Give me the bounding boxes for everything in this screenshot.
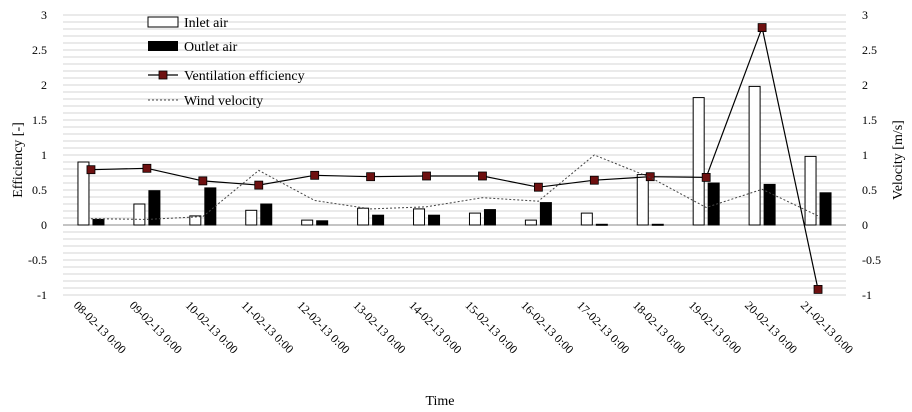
ventilation-efficiency-marker: [367, 173, 375, 181]
outlet-air-bar: [484, 210, 495, 225]
y2-tick-label: 1.5: [862, 113, 877, 127]
y2-axis-title: Velocity [m/s]: [891, 120, 906, 200]
x-tick-label: 17-02-13 0:00: [574, 298, 632, 356]
gridlines: [63, 15, 846, 295]
legend-efficiency-marker: [159, 71, 167, 79]
outlet-air-bar: [317, 221, 328, 225]
x-tick-label: 20-02-13 0:00: [742, 298, 800, 356]
y2-tick-label: 1: [862, 148, 868, 162]
outlet-air-bar: [429, 215, 440, 225]
inlet-air-bar: [525, 220, 536, 225]
outlet-air-bar: [373, 215, 384, 225]
outlet-air-bar: [540, 203, 551, 225]
ventilation-efficiency-marker: [143, 164, 151, 172]
y2-tick-label: 2: [862, 78, 868, 92]
y-axis-ticks: -1 -0.5 0 0.5 1 1.5 2 2.5 3: [28, 8, 47, 302]
y-tick-label: 2.5: [32, 43, 47, 57]
ventilation-efficiency-marker: [646, 173, 654, 181]
inlet-air-bar: [414, 209, 425, 225]
y2-tick-label: 0: [862, 218, 868, 232]
outlet-air-bar: [652, 224, 663, 225]
x-tick-label: 14-02-13 0:00: [406, 298, 464, 356]
legend-outlet-label: Outlet air: [184, 40, 238, 55]
outlet-air-bar: [596, 224, 607, 225]
y-tick-label: 2: [41, 78, 47, 92]
x-tick-label: 19-02-13 0:00: [686, 298, 744, 356]
inlet-air-bar: [581, 213, 592, 225]
outlet-air-bar: [261, 204, 272, 225]
legend-inlet-swatch: [148, 17, 178, 27]
ventilation-efficiency-marker: [590, 176, 598, 184]
outlet-air-bar: [149, 191, 160, 225]
ventilation-efficiency-marker: [478, 172, 486, 180]
x-tick-label: 10-02-13 0:00: [183, 298, 241, 356]
inlet-air-bar: [246, 210, 257, 225]
x-tick-label: 08-02-13 0:00: [71, 298, 129, 356]
y-tick-label: -0.5: [28, 253, 47, 267]
ventilation-efficiency-marker: [423, 172, 431, 180]
y2-tick-label: -1: [862, 288, 872, 302]
ventilation-efficiency-marker: [199, 177, 207, 185]
x-axis-title: Time: [425, 394, 454, 409]
outlet-air-bar: [93, 219, 104, 225]
y2-tick-label: 2.5: [862, 43, 877, 57]
x-tick-label: 11-02-13 0:00: [239, 298, 297, 356]
x-tick-label: 09-02-13 0:00: [127, 298, 185, 356]
ventilation-efficiency-line: [91, 28, 818, 290]
legend-efficiency-label: Ventilation efficiency: [184, 69, 305, 84]
ventilation-efficiency-marker: [702, 173, 710, 181]
ventilation-efficiency-marker: [255, 181, 263, 189]
y2-axis-ticks: -1 -0.5 0 0.5 1 1.5 2 2.5 3: [862, 8, 881, 302]
legend: Inlet air Outlet air Ventilation efficie…: [148, 16, 305, 109]
y-tick-label: 1: [41, 148, 47, 162]
y2-tick-label: 3: [862, 8, 868, 22]
ventilation-efficiency-marker: [814, 285, 822, 293]
x-tick-label: 21-02-13 0:00: [798, 298, 856, 356]
outlet-air-bar: [820, 193, 831, 225]
ventilation-efficiency-marker: [311, 171, 319, 179]
legend-wind-label: Wind velocity: [184, 94, 263, 109]
y-tick-label: 3: [41, 8, 47, 22]
inlet-air-bar: [358, 208, 369, 225]
inlet-air-bar: [805, 156, 816, 225]
y-tick-label: 0.5: [32, 183, 47, 197]
x-tick-label: 16-02-13 0:00: [518, 298, 576, 356]
x-tick-label: 18-02-13 0:00: [630, 298, 688, 356]
ventilation-efficiency-marker: [534, 183, 542, 191]
inlet-air-bar: [637, 175, 648, 225]
legend-outlet-swatch: [148, 41, 178, 51]
x-tick-label: 15-02-13 0:00: [462, 298, 520, 356]
outlet-air-bar: [205, 188, 216, 225]
inlet-air-bar: [302, 220, 313, 225]
inlet-air-bar: [469, 213, 480, 225]
y2-tick-label: -0.5: [862, 253, 881, 267]
y-axis-title: Efficiency [-]: [11, 122, 26, 198]
x-tick-label: 12-02-13 0:00: [295, 298, 353, 356]
inlet-air-bar: [134, 204, 145, 225]
ventilation-efficiency-marker: [87, 166, 95, 174]
inlet-air-bar: [749, 86, 760, 225]
legend-inlet-label: Inlet air: [184, 16, 228, 31]
y-tick-label: 1.5: [32, 113, 47, 127]
y-tick-label: 0: [41, 218, 47, 232]
y-tick-label: -1: [37, 288, 47, 302]
x-tick-label: 13-02-13 0:00: [350, 298, 408, 356]
ventilation-efficiency-marker: [758, 24, 766, 32]
y2-tick-label: 0.5: [862, 183, 877, 197]
